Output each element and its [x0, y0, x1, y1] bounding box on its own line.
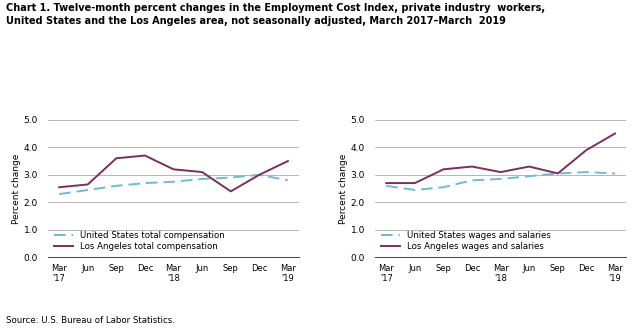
United States total compensation: [198, 177, 206, 181]
United States wages and salaries: [382, 184, 390, 188]
Text: Source: U.S. Bureau of Labor Statistics.: Source: U.S. Bureau of Labor Statistics.: [6, 316, 176, 325]
Los Angeles wages and salaries: [382, 181, 390, 185]
Line: Los Angeles total compensation: Los Angeles total compensation: [59, 155, 288, 191]
United States total compensation: [84, 188, 92, 192]
Los Angeles total compensation: [284, 159, 292, 163]
Los Angeles total compensation: [170, 167, 177, 171]
United States wages and salaries: [468, 178, 476, 182]
Los Angeles wages and salaries: [554, 172, 562, 175]
Text: Chart 1. Twelve-month percent changes in the Employment Cost Index, private indu: Chart 1. Twelve-month percent changes in…: [6, 3, 546, 27]
United States total compensation: [170, 180, 177, 184]
Los Angeles total compensation: [55, 185, 63, 189]
Y-axis label: Percent change: Percent change: [339, 154, 348, 224]
United States total compensation: [256, 173, 263, 177]
United States total compensation: [113, 184, 120, 188]
Los Angeles wages and salaries: [611, 132, 619, 135]
Legend: United States wages and salaries, Los Angeles wages and salaries: United States wages and salaries, Los An…: [379, 230, 552, 253]
Los Angeles total compensation: [198, 170, 206, 174]
Los Angeles wages and salaries: [468, 165, 476, 169]
Los Angeles total compensation: [141, 154, 149, 157]
Line: United States total compensation: United States total compensation: [59, 175, 288, 194]
United States wages and salaries: [554, 172, 562, 175]
Los Angeles total compensation: [256, 173, 263, 177]
United States wages and salaries: [411, 188, 418, 192]
United States wages and salaries: [439, 185, 447, 189]
United States wages and salaries: [525, 174, 533, 178]
Los Angeles wages and salaries: [525, 165, 533, 169]
United States total compensation: [284, 178, 292, 182]
Legend: United States total compensation, Los Angeles total compensation: United States total compensation, Los An…: [52, 230, 226, 253]
Line: United States wages and salaries: United States wages and salaries: [386, 172, 615, 190]
Los Angeles total compensation: [227, 189, 235, 193]
Los Angeles total compensation: [113, 156, 120, 160]
United States total compensation: [55, 192, 63, 196]
United States wages and salaries: [611, 172, 619, 175]
United States wages and salaries: [583, 170, 590, 174]
Los Angeles wages and salaries: [497, 170, 504, 174]
United States total compensation: [141, 181, 149, 185]
United States total compensation: [227, 175, 235, 179]
Los Angeles wages and salaries: [439, 167, 447, 171]
United States wages and salaries: [497, 177, 504, 181]
Los Angeles wages and salaries: [411, 181, 418, 185]
Line: Los Angeles wages and salaries: Los Angeles wages and salaries: [386, 133, 615, 183]
Los Angeles wages and salaries: [583, 148, 590, 152]
Los Angeles total compensation: [84, 182, 92, 186]
Y-axis label: Percent change: Percent change: [12, 154, 21, 224]
